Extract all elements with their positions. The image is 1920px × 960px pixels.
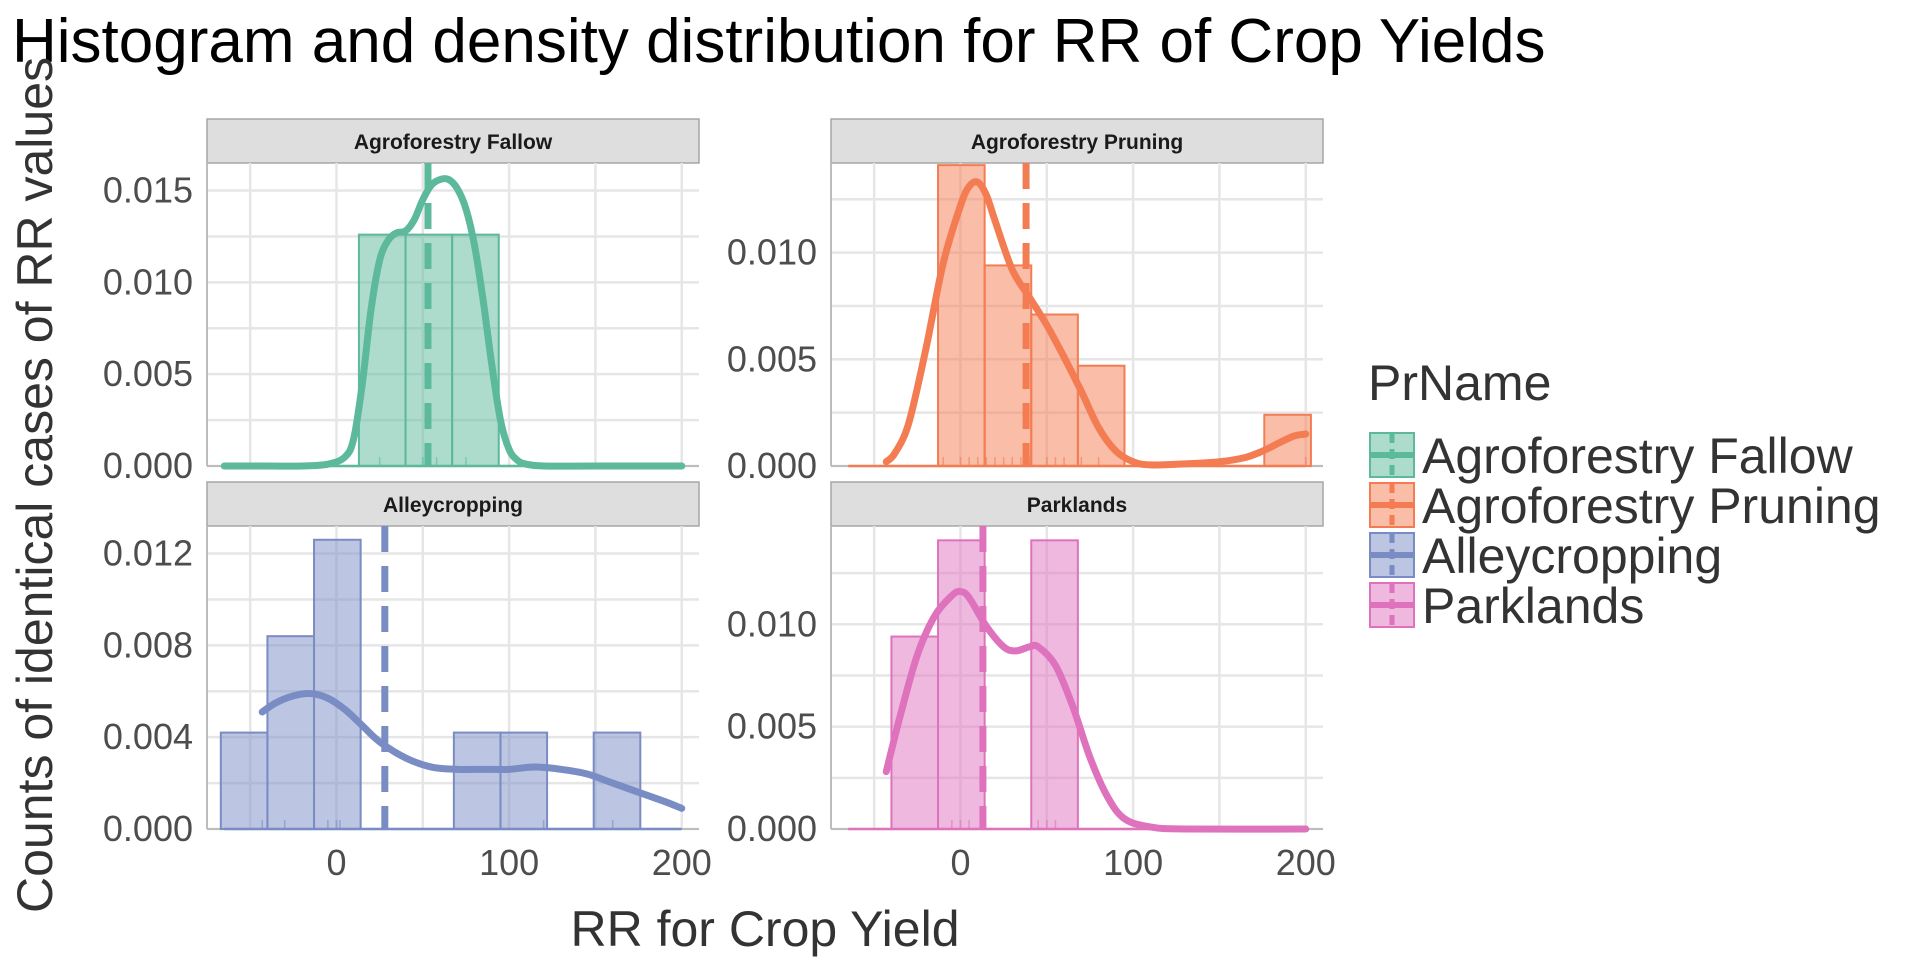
- panel-parklands: Parklands 0.000 0.005 0.010 0 100 200: [727, 481, 1336, 883]
- strip-label-parklands: Parklands: [1027, 494, 1127, 517]
- y-tick-label: 0.015: [103, 170, 193, 211]
- legend-item-parklands: Parklands: [1369, 578, 1644, 634]
- x-tick-label: 100: [1103, 842, 1163, 883]
- y-tick-label: 0.010: [103, 261, 193, 302]
- legend-title: PrName: [1368, 355, 1551, 411]
- strip-label-agroforestry-pruning: Agroforestry Pruning: [971, 131, 1183, 154]
- strip-alleycropping: [206, 481, 700, 527]
- y-axis-title: Counts of identical cases of RR values: [7, 57, 63, 913]
- y-tick-label: 0.010: [727, 232, 817, 273]
- panel-agroforestry-pruning: Agroforestry Pruning 0.000 0.005 0.010: [727, 118, 1324, 486]
- strip-parklands: [830, 481, 1324, 527]
- x-tick-label: 0: [326, 842, 346, 883]
- legend-item-alleycropping: Alleycropping: [1369, 528, 1722, 584]
- legend-label: Alleycropping: [1422, 528, 1722, 584]
- legend-label: Agroforestry Fallow: [1422, 428, 1854, 484]
- y-tick-label: 0.010: [727, 603, 817, 644]
- y-tick-label: 0.005: [727, 706, 817, 747]
- density-curve-agroforestry-pruning: [882, 178, 1310, 469]
- strip-agroforestry-pruning: [830, 118, 1324, 164]
- y-tick-label: 0.004: [103, 716, 193, 757]
- panel-agroforestry-fallow: Agroforestry Fallow 0.000 0.005 0.010 0.015: [103, 118, 700, 486]
- y-tick-label: 0.000: [103, 445, 193, 486]
- strip-agroforestry-fallow: [206, 118, 700, 164]
- histogram-bar: [499, 731, 549, 830]
- panel-alleycropping: Alleycropping 0.000 0.004 0.008 0.012 0 100 200: [103, 481, 712, 883]
- legend-label: Parklands: [1422, 578, 1644, 634]
- histogram-bar: [404, 233, 454, 467]
- strip-label-agroforestry-fallow: Agroforestry Fallow: [354, 131, 553, 154]
- legend-label: Agroforestry Pruning: [1422, 478, 1881, 534]
- facet-panels: Agroforestry Fallow0.0000.0050.0100.015A…: [103, 118, 1336, 883]
- histogram-bar: [313, 538, 362, 830]
- x-tick-label: 200: [652, 842, 712, 883]
- y-tick-label: 0.012: [103, 533, 193, 574]
- y-tick-label: 0.005: [727, 338, 817, 379]
- histogram-bar: [937, 539, 986, 830]
- x-tick-label: 200: [1276, 842, 1336, 883]
- strip-label-alleycropping: Alleycropping: [383, 494, 523, 517]
- histogram-bar: [219, 731, 269, 830]
- y-tick-label: 0.000: [727, 808, 817, 849]
- density-curve-alleycropping: [258, 689, 686, 812]
- legend-item-agroforestry-fallow: Agroforestry Fallow: [1369, 428, 1854, 484]
- y-tick-label: 0.005: [103, 353, 193, 394]
- histogram-bar: [266, 635, 316, 830]
- histogram-bar: [452, 731, 502, 830]
- y-tick-label: 0.008: [103, 624, 193, 665]
- x-axis-title: RR for Crop Yield: [570, 901, 959, 957]
- x-tick-label: 100: [479, 842, 539, 883]
- y-tick-label: 0.000: [103, 808, 193, 849]
- chart-title: Histogram and density distribution for R…: [12, 7, 1545, 76]
- legend-item-agroforestry-pruning: Agroforestry Pruning: [1369, 478, 1881, 534]
- y-tick-label: 0.000: [727, 445, 817, 486]
- density-curve-parklands: [882, 587, 1310, 833]
- x-tick-label: 0: [950, 842, 970, 883]
- histogram-bar: [1030, 539, 1079, 830]
